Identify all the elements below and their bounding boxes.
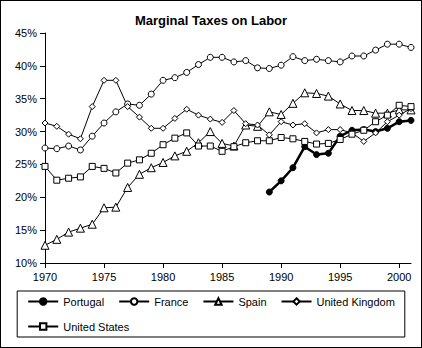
svg-text:France: France [154, 296, 188, 308]
svg-text:35%: 35% [15, 93, 37, 105]
svg-text:40%: 40% [15, 60, 37, 72]
svg-text:1970: 1970 [33, 271, 57, 283]
svg-text:25%: 25% [15, 158, 37, 170]
svg-text:United Kingdom: United Kingdom [317, 296, 395, 308]
svg-text:1990: 1990 [269, 271, 293, 283]
svg-text:30%: 30% [15, 126, 37, 138]
svg-text:United States: United States [63, 321, 130, 333]
svg-text:1985: 1985 [210, 271, 234, 283]
svg-text:10%: 10% [15, 257, 37, 269]
svg-text:15%: 15% [15, 224, 37, 236]
svg-text:Portugal: Portugal [63, 296, 104, 308]
svg-text:1975: 1975 [92, 271, 116, 283]
svg-text:45%: 45% [15, 27, 37, 39]
svg-text:20%: 20% [15, 191, 37, 203]
svg-text:1995: 1995 [328, 271, 352, 283]
svg-text:2000: 2000 [387, 271, 411, 283]
svg-text:Spain: Spain [238, 296, 266, 308]
svg-text:1980: 1980 [151, 271, 175, 283]
svg-text:Marginal Taxes on Labor: Marginal Taxes on Labor [135, 13, 287, 28]
